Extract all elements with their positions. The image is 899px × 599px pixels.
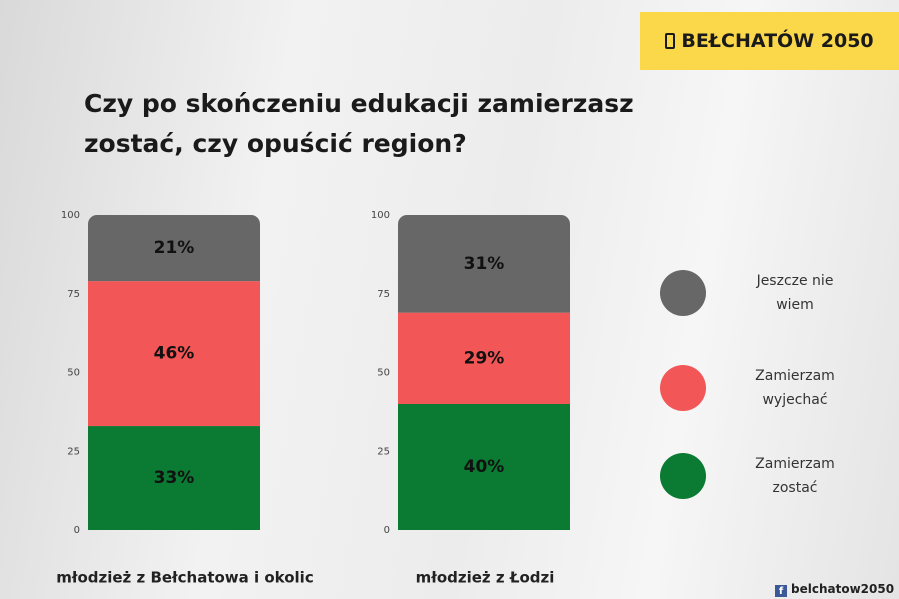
value-label: 31% (464, 254, 505, 274)
y-tick-label: 100 (371, 210, 390, 221)
y-tick-label: 25 (377, 446, 390, 457)
value-label: 33% (154, 468, 195, 488)
bar-segment (398, 215, 570, 313)
x-category-label: młodzież z Łodzi (416, 569, 555, 587)
bar-segment (398, 404, 570, 530)
bar-segment (398, 312, 570, 404)
y-tick-label: 100 (61, 210, 80, 221)
y-tick-label: 75 (67, 289, 80, 300)
legend-swatch (660, 453, 706, 499)
brand-text: BEŁCHATÓW 2050 (681, 30, 874, 52)
y-tick-label: 75 (377, 289, 390, 300)
bar-group (398, 215, 570, 530)
legend-label: Zamierzam zostać (755, 456, 835, 496)
value-label: 21% (154, 238, 195, 258)
value-label: 29% (464, 348, 505, 368)
x-category-label: młodzież z Bełchatowa i okolic (56, 569, 313, 587)
y-tick-label: 50 (377, 368, 390, 379)
brand-icon (665, 33, 676, 49)
value-label: 46% (154, 344, 195, 364)
y-tick-label: 25 (67, 446, 80, 457)
bar-segment (88, 215, 260, 282)
y-tick-label: 0 (384, 525, 390, 536)
value-label: 40% (464, 457, 505, 477)
legend-label: Jeszcze nie wiem (756, 273, 834, 313)
y-tick-label: 50 (67, 368, 80, 379)
chart-title: Czy po skończeniu edukacji zamierzasz zo… (84, 89, 634, 158)
footer: f belchatow2050 (775, 582, 894, 597)
legend-label: Zamierzam wyjechać (755, 368, 835, 408)
y-tick-label: 0 (74, 525, 80, 536)
brand-badge: BEŁCHATÓW 2050 (640, 12, 899, 70)
facebook-icon: f (775, 585, 787, 597)
legend-swatch (660, 365, 706, 411)
footer-text: belchatow2050 (791, 582, 895, 596)
bar-segment (88, 426, 260, 530)
bar-segment (88, 281, 260, 427)
legend-swatch (660, 270, 706, 316)
bar-group (88, 215, 260, 530)
